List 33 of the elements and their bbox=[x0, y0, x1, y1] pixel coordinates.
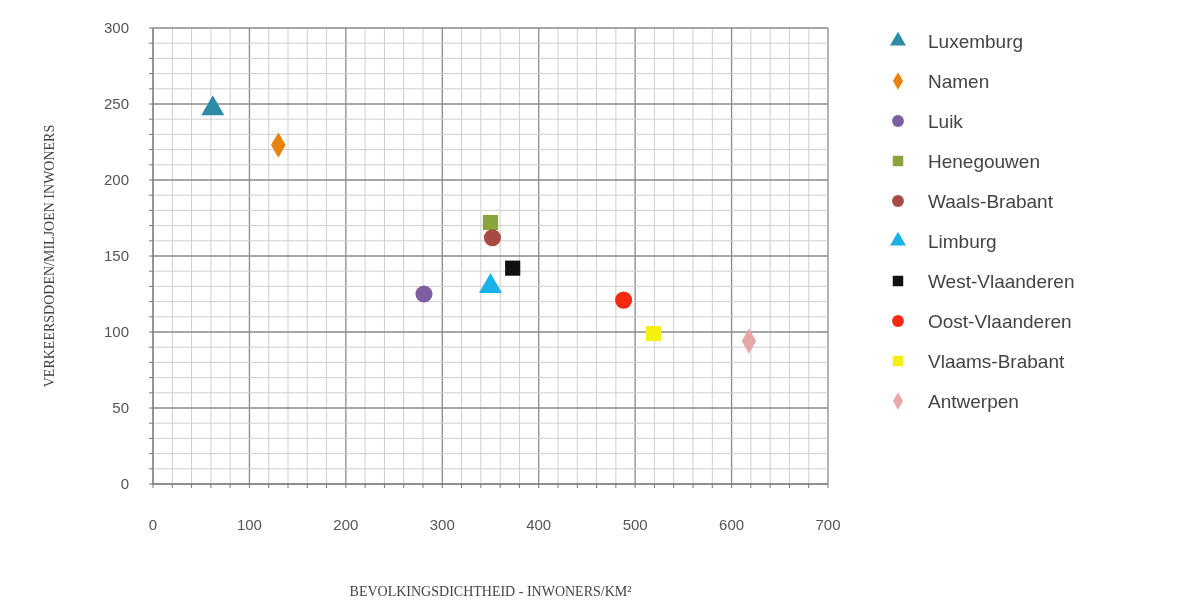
point bbox=[482, 214, 499, 231]
x-tick-label: 700 bbox=[815, 516, 841, 533]
y-tick-label: 100 bbox=[103, 323, 129, 340]
y-tick-label: 250 bbox=[103, 95, 129, 112]
y-tick-label: 200 bbox=[103, 171, 129, 188]
y-tick-label: 50 bbox=[112, 399, 129, 416]
legend-label: Luik bbox=[928, 111, 964, 132]
x-tick-label: 100 bbox=[236, 516, 262, 533]
x-axis-title: BEVOLKINGSDICHTHEID - INWONERS/KM² bbox=[349, 584, 632, 599]
point bbox=[645, 325, 662, 342]
legend-label: Limburg bbox=[928, 231, 997, 252]
y-tick-label: 300 bbox=[103, 19, 129, 36]
point bbox=[615, 291, 633, 309]
point bbox=[483, 229, 501, 247]
x-tick-label: 300 bbox=[429, 516, 455, 533]
y-tick-label: 150 bbox=[103, 247, 129, 264]
point bbox=[505, 260, 521, 276]
x-tick-label: 200 bbox=[333, 516, 359, 533]
y-tick-label: 0 bbox=[120, 475, 129, 492]
legend-label: Oost-Vlaanderen bbox=[928, 311, 1072, 332]
x-tick-label: 600 bbox=[719, 516, 745, 533]
y-axis-title: VERKEERSDODEN/MILJOEN INWONERS bbox=[42, 124, 57, 388]
x-tick-label: 500 bbox=[622, 516, 648, 533]
x-tick-label: 0 bbox=[148, 516, 158, 533]
legend-label: Henegouwen bbox=[928, 151, 1040, 172]
legend-label: Waals-Brabant bbox=[928, 191, 1054, 212]
legend-label: Antwerpen bbox=[928, 391, 1019, 412]
legend-label: Luxemburg bbox=[928, 31, 1024, 52]
x-tick-label: 400 bbox=[526, 516, 552, 533]
legend-label: West-Vlaanderen bbox=[928, 271, 1075, 292]
legend-label: Namen bbox=[928, 71, 990, 92]
point bbox=[415, 285, 433, 303]
legend-label: Vlaams-Brabant bbox=[928, 351, 1065, 372]
